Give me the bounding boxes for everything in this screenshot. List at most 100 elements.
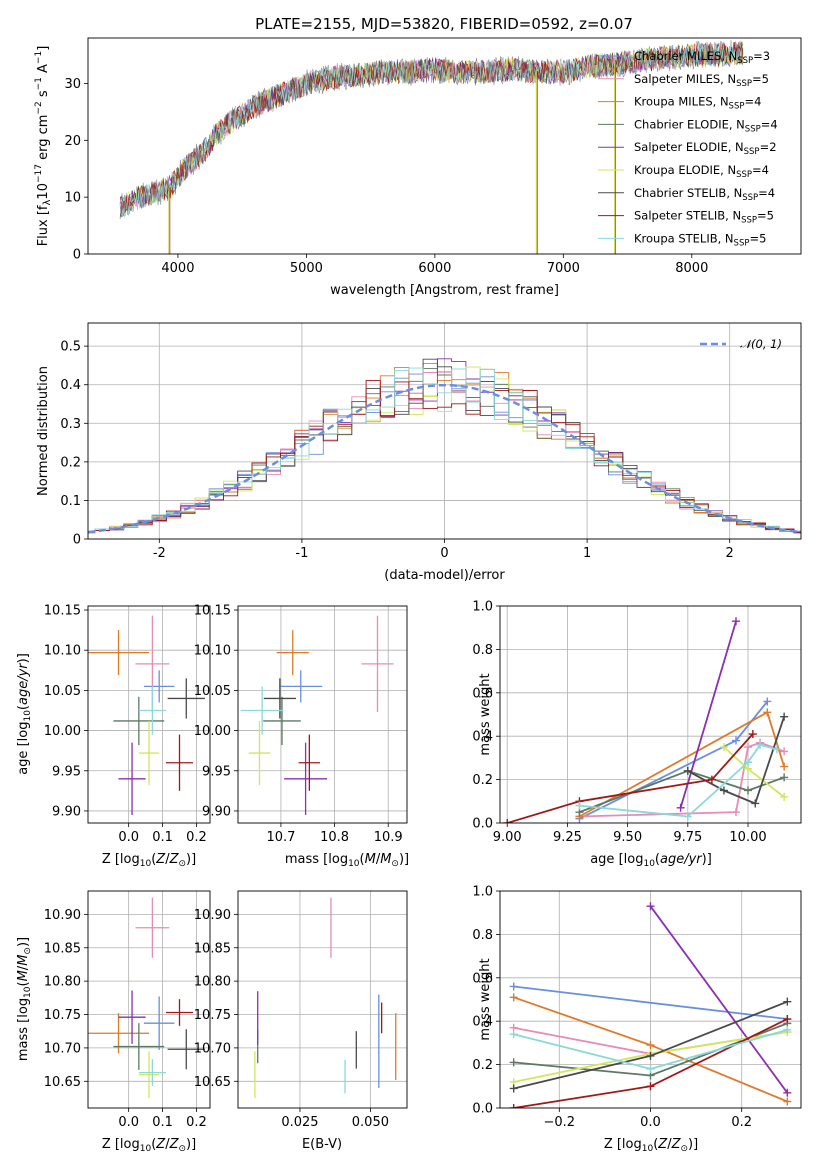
residual-hist-chabrier-elodie	[88, 368, 801, 534]
weight-vs-age-xtick-label: 10.00	[729, 830, 766, 845]
weight-vs-z-ytick-label: 0.2	[472, 1058, 493, 1073]
weight-vs-z-axes: −0.2 0.0 0.2 0.0 0.2 0.4 0.6 0.8 1.0 mass weight Z…	[472, 885, 802, 1154]
weight-vs-age-marker-salpeter-elodie	[676, 803, 685, 812]
weight-vs-age-marker-chabrier-miles	[731, 736, 740, 745]
weight-vs-age-ytick-label: 1.0	[472, 600, 493, 615]
age-vs-z-ytick-label: 10.00	[44, 724, 81, 739]
weight-vs-age-ytick-label: 0.0	[472, 817, 493, 832]
weight-vs-z-marker-salpeter-elodie	[646, 902, 655, 911]
mass-vs-ebv-ytick-label: 10.65	[194, 1075, 231, 1090]
residuals-xtick-label: 2	[726, 546, 734, 561]
residuals-ytick-label: 0.2	[60, 455, 81, 470]
weight-vs-age-plot-area	[500, 606, 801, 823]
residuals-ylabel: Normed distribution	[36, 366, 51, 496]
weight-vs-age-xtick-label: 9.50	[613, 830, 642, 845]
legend-label-chabrier-elodie: Chabrier ELODIE, NSSP=4	[634, 117, 778, 134]
spectrum-xtick-label: 7000	[547, 261, 580, 276]
weight-vs-age-marker-salpeter-miles	[744, 743, 753, 752]
weight-vs-z-xlabel: Z [log10(Z/Z⊙)]	[604, 1137, 698, 1154]
residuals-xlabel: (data-model)/error	[384, 568, 505, 583]
weight-vs-age-marker-salpeter-stelib	[503, 819, 512, 823]
weight-vs-age-ytick-label: 0.2	[472, 773, 493, 788]
mass-vs-z-ylabel: mass [log10(M/M⊙)]	[16, 937, 33, 1061]
residual-hist-chabrier-stelib	[88, 358, 801, 533]
mass-vs-z-plot-area	[88, 891, 210, 1108]
weight-vs-z-ytick-label: 0.0	[472, 1102, 493, 1117]
weight-vs-age-marker-chabrier-elodie	[744, 786, 753, 795]
age-vs-z-ytick-label: 10.10	[44, 644, 81, 659]
weight-vs-z-marker-chabrier-stelib	[509, 1084, 518, 1093]
age-vs-mass-xtick-label: 10.7	[266, 830, 295, 845]
weight-vs-z-xtick-label: −0.2	[543, 1115, 575, 1130]
spectrum-xlabel: wavelength [Angstrom, rest frame]	[330, 283, 559, 298]
mass-vs-z-ytick-label: 10.65	[44, 1075, 81, 1090]
weight-vs-age-marker-salpeter-stelib	[748, 730, 757, 739]
weight-vs-z-marker-salpeter-stelib	[783, 1015, 792, 1024]
weight-vs-age-marker-chabrier-miles	[763, 697, 772, 706]
weight-vs-age-frame	[499, 605, 802, 824]
age-vs-mass-ytick-label: 10.15	[194, 604, 231, 619]
weight-vs-age-marker-kroupa-miles	[780, 762, 789, 771]
mass-vs-ebv-axes: 0.025 0.050 10.65 10.70 10.75 10.80 10.85 10.90…	[194, 890, 408, 1152]
spectrum-plot-area	[119, 40, 744, 254]
age-vs-mass-frame	[237, 605, 408, 824]
weight-vs-z-marker-chabrier-stelib	[646, 1051, 655, 1060]
spectrum-ylabel: Flux [fλ10−17 erg cm−2 s−1 A−1]	[34, 46, 53, 247]
weight-vs-z-ytick-label: 0.4	[472, 1015, 493, 1030]
weight-vs-age-marker-salpeter-elodie	[731, 617, 740, 626]
weight-vs-z-marker-kroupa-miles	[646, 1041, 655, 1050]
weight-vs-age-marker-kroupa-elodie	[719, 743, 728, 752]
weight-vs-age-xtick-label: 9.25	[553, 830, 582, 845]
age-vs-z-xtick-label: 0.2	[186, 830, 207, 845]
weight-vs-age-xtick-label: 9.75	[673, 830, 702, 845]
age-vs-mass-ytick-label: 10.00	[194, 724, 231, 739]
mass-vs-z-xtick-label: 0.0	[118, 1115, 139, 1130]
weight-vs-age-ylabel: mass weight	[478, 673, 493, 755]
weight-vs-age-ytick-label: 0.4	[472, 730, 493, 745]
legend-label-kroupa-elodie: Kroupa ELODIE, NSSP=4	[634, 163, 769, 180]
age-vs-z-ytick-label: 9.95	[52, 764, 81, 779]
residuals-xtick-label: 1	[583, 546, 591, 561]
mass-vs-z-xlabel: Z [log10(Z/Z⊙)]	[102, 1137, 196, 1154]
weight-vs-z-xtick-label: 0.0	[640, 1115, 661, 1130]
age-vs-mass-plot-area	[238, 606, 407, 823]
age-vs-z-ytick-label: 10.15	[44, 604, 81, 619]
mass-vs-ebv-ytick-label: 10.90	[194, 908, 231, 923]
weight-vs-age-marker-chabrier-elodie	[780, 773, 789, 782]
residuals-axes: -2 -1 0 1 2 0 0.1 0.2 0.3 0.4 0.5 𝒩(0, 1) (data-mode…	[36, 322, 802, 583]
spectrum-title: PLATE=2155, MJD=53820, FIBERID=0592, z=0…	[255, 15, 633, 33]
age-vs-mass-axes: 10.7 10.8 10.9 9.90 9.95 10.00 10.05 10.10 10.15…	[194, 604, 409, 869]
age-vs-z-plot-area	[88, 606, 210, 823]
spectrum-series-kroupa-stelib	[119, 43, 744, 218]
mass-vs-z-ytick-label: 10.85	[44, 941, 81, 956]
spectrum-ytick-label: 0	[73, 248, 81, 263]
residual-gaussian-line	[88, 383, 801, 534]
spectrum-xtick-label: 8000	[675, 261, 708, 276]
residuals-ytick-label: 0.3	[60, 417, 81, 432]
weight-vs-age-marker-kroupa-stelib	[575, 801, 584, 810]
weight-vs-z-marker-kroupa-miles	[509, 993, 518, 1002]
weight-vs-age-marker-chabrier-stelib	[751, 799, 760, 808]
spectrum-xtick-label: 5000	[290, 261, 323, 276]
weight-vs-z-xtick-label: 0.2	[731, 1115, 752, 1130]
residual-hist-salpeter-elodie	[88, 358, 801, 534]
mass-vs-z-xtick-label: 0.1	[152, 1115, 173, 1130]
mass-vs-ebv-plot-area	[238, 891, 407, 1108]
residuals-frame	[87, 322, 802, 540]
weight-vs-z-marker-kroupa-stelib	[646, 1064, 655, 1073]
age-vs-z-xtick-label: 0.1	[152, 830, 173, 845]
weight-vs-age-marker-chabrier-stelib	[719, 786, 728, 795]
spectrum-xtick-label: 6000	[418, 261, 451, 276]
mass-vs-z-ytick-label: 10.90	[44, 908, 81, 923]
spectrum-ytick-label: 20	[64, 134, 81, 149]
mass-vs-z-axes: 0.0 0.1 0.2 10.65 10.70 10.75 10.80 10.85 10.90 Z…	[16, 890, 211, 1154]
residual-hist-kroupa-stelib	[88, 367, 801, 533]
weight-vs-z-ytick-label: 0.6	[472, 971, 493, 986]
age-vs-z-xtick-label: 0.0	[118, 830, 139, 845]
mass-vs-z-xtick-label: 0.2	[186, 1115, 207, 1130]
age-vs-z-ytick-label: 9.90	[52, 804, 81, 819]
weight-vs-age-marker-kroupa-stelib	[744, 758, 753, 767]
weight-vs-age-series-salpeter-stelib	[506, 733, 754, 823]
age-vs-z-ylabel: age [log10(age/yr)]	[16, 653, 33, 775]
